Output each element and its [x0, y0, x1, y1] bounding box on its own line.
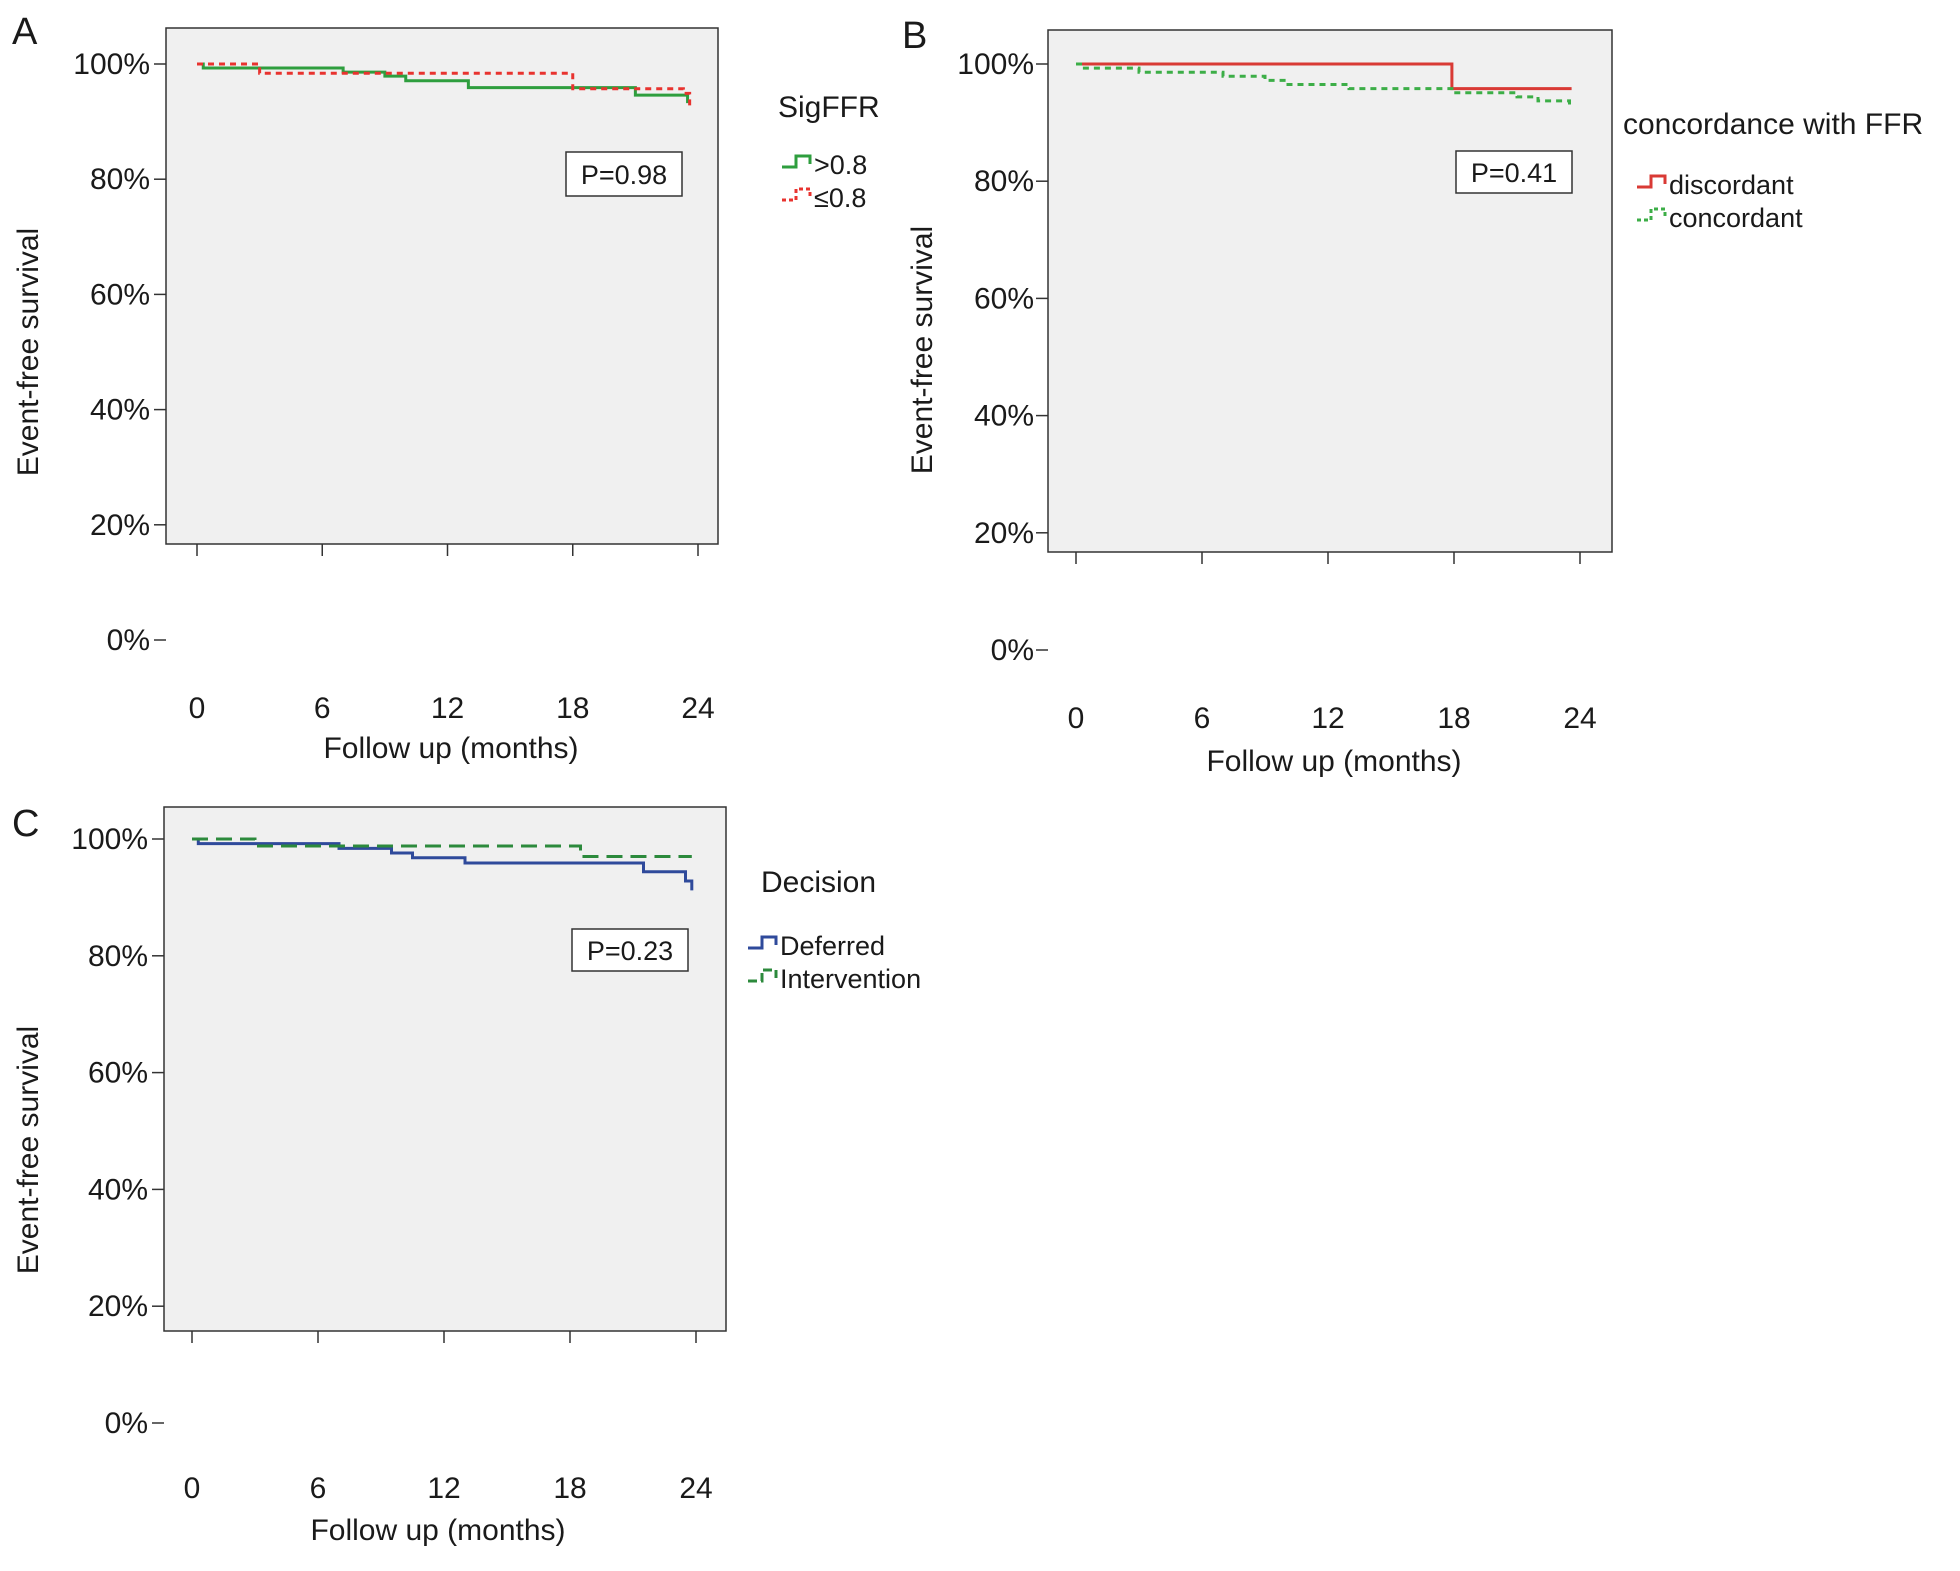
y-tick-label-a: 40% [90, 394, 150, 427]
legend-swatch-c-1 [748, 935, 778, 950]
y-axis-title-c: Event-free survival [12, 1026, 45, 1274]
x-tick-label-b: 18 [1437, 702, 1470, 735]
y-axis-title-b: Event-free survival [906, 226, 939, 474]
series-line-b-1 [1076, 62, 1572, 91]
x-axis-title-c: Follow up (months) [310, 1514, 565, 1547]
legend-items-a: >0.8≤0.8 [782, 150, 867, 213]
y-tick-label-a: 100% [73, 48, 150, 81]
x-tick-label-b: 12 [1311, 702, 1344, 735]
plot-area-b [1047, 29, 1613, 553]
axes-c: 0 6 12 18 24 0% 20% 40% 60% 80% 100% [71, 823, 712, 1505]
x-tick-label-a: 0 [189, 692, 206, 725]
series-line-a-1 [197, 62, 690, 104]
p-value-label-b: P=0.41 [1471, 158, 1557, 188]
y-tick-label-c: 80% [88, 940, 148, 973]
axes-a: 0 6 12 18 24 0% 20% 40% 60% 80% 100% [73, 48, 714, 725]
x-tick-label-c: 12 [427, 1472, 460, 1505]
p-value-box-a: P=0.98 [565, 151, 683, 197]
y-tick-label-a: 20% [90, 509, 150, 542]
panel-letter-c: C [12, 803, 39, 845]
legend-b: concordance with FFR discordantconcordan… [1623, 108, 1923, 233]
legend-a: SigFFR >0.8≤0.8 [778, 91, 880, 213]
legend-swatch-a-1 [782, 154, 812, 169]
x-tick-label-c: 6 [310, 1472, 327, 1505]
p-value-box-c: P=0.23 [571, 928, 689, 972]
p-value-label-c: P=0.23 [587, 936, 673, 966]
x-tick-label-b: 0 [1068, 702, 1085, 735]
y-tick-label-c: 20% [88, 1290, 148, 1323]
legend-label-c-1: Deferred [780, 931, 885, 961]
series-line-c-1 [192, 837, 694, 891]
legend-label-b-2: concordant [1669, 203, 1803, 233]
y-tick-label-c: 100% [71, 823, 148, 856]
x-axis-title-b: Follow up (months) [1206, 745, 1461, 778]
legend-title-b: concordance with FFR [1623, 108, 1923, 141]
y-tick-label-b: 60% [974, 282, 1034, 315]
y-tick-label-a: 60% [90, 278, 150, 311]
y-tick-label-c: 40% [88, 1173, 148, 1206]
x-tick-label-c: 18 [553, 1472, 586, 1505]
y-tick-label-b: 0% [991, 634, 1034, 667]
legend-title-c: Decision [761, 866, 876, 899]
p-value-label-a: P=0.98 [581, 160, 667, 190]
legend-title-a: SigFFR [778, 91, 880, 124]
y-tick-label-a: 0% [107, 624, 150, 657]
y-tick-label-b: 40% [974, 400, 1034, 433]
series-line-c-2 [192, 837, 692, 859]
legend-swatch-b-2 [1637, 207, 1667, 222]
panel-c: C 0 6 12 18 24 0% 20% 40% 60% 80% 100% Follow up (… [12, 803, 921, 1547]
legend-swatch-c-2 [748, 968, 778, 983]
y-tick-label-c: 0% [105, 1407, 148, 1440]
series-layer-c [192, 837, 694, 891]
x-tick-label-b: 24 [1563, 702, 1596, 735]
panel-a: A 0 6 12 18 24 0% 20% 40% 60% 80% 100% Follow up (… [12, 11, 880, 765]
axes-b: 0 6 12 18 24 0% 20% 40% 60% 80% 100% [957, 48, 1596, 735]
legend-swatch-b-1 [1637, 174, 1667, 189]
x-tick-label-c: 24 [679, 1472, 712, 1505]
y-tick-label-b: 20% [974, 517, 1034, 550]
panel-letter-b: B [902, 15, 927, 57]
legend-label-a-1: >0.8 [814, 150, 867, 180]
p-value-box-b: P=0.41 [1455, 150, 1573, 194]
series-line-a-2 [197, 62, 692, 108]
x-tick-label-a: 12 [431, 692, 464, 725]
plot-area-c [163, 806, 727, 1332]
series-line-b-2 [1076, 62, 1571, 110]
plot-area-a [165, 27, 719, 545]
series-layer-a [197, 62, 692, 108]
x-tick-label-b: 6 [1194, 702, 1211, 735]
x-tick-label-c: 0 [184, 1472, 201, 1505]
panel-b: B 0 6 12 18 24 0% 20% 40% 60% 80% 100% Follow up (… [902, 15, 1923, 778]
y-tick-label-a: 80% [90, 163, 150, 196]
y-tick-label-c: 60% [88, 1057, 148, 1090]
series-layer-b [1076, 62, 1572, 110]
panel-letter-a: A [12, 11, 38, 53]
x-tick-label-a: 18 [556, 692, 589, 725]
x-axis-title-a: Follow up (months) [323, 732, 578, 765]
legend-label-b-1: discordant [1669, 170, 1794, 200]
legend-swatch-a-2 [782, 187, 812, 202]
legend-label-a-2: ≤0.8 [814, 183, 866, 213]
x-tick-label-a: 24 [681, 692, 714, 725]
y-tick-label-b: 100% [957, 48, 1034, 81]
x-tick-label-a: 6 [314, 692, 331, 725]
legend-label-c-2: Intervention [780, 964, 921, 994]
y-tick-label-b: 80% [974, 165, 1034, 198]
y-axis-title-a: Event-free survival [12, 228, 45, 476]
